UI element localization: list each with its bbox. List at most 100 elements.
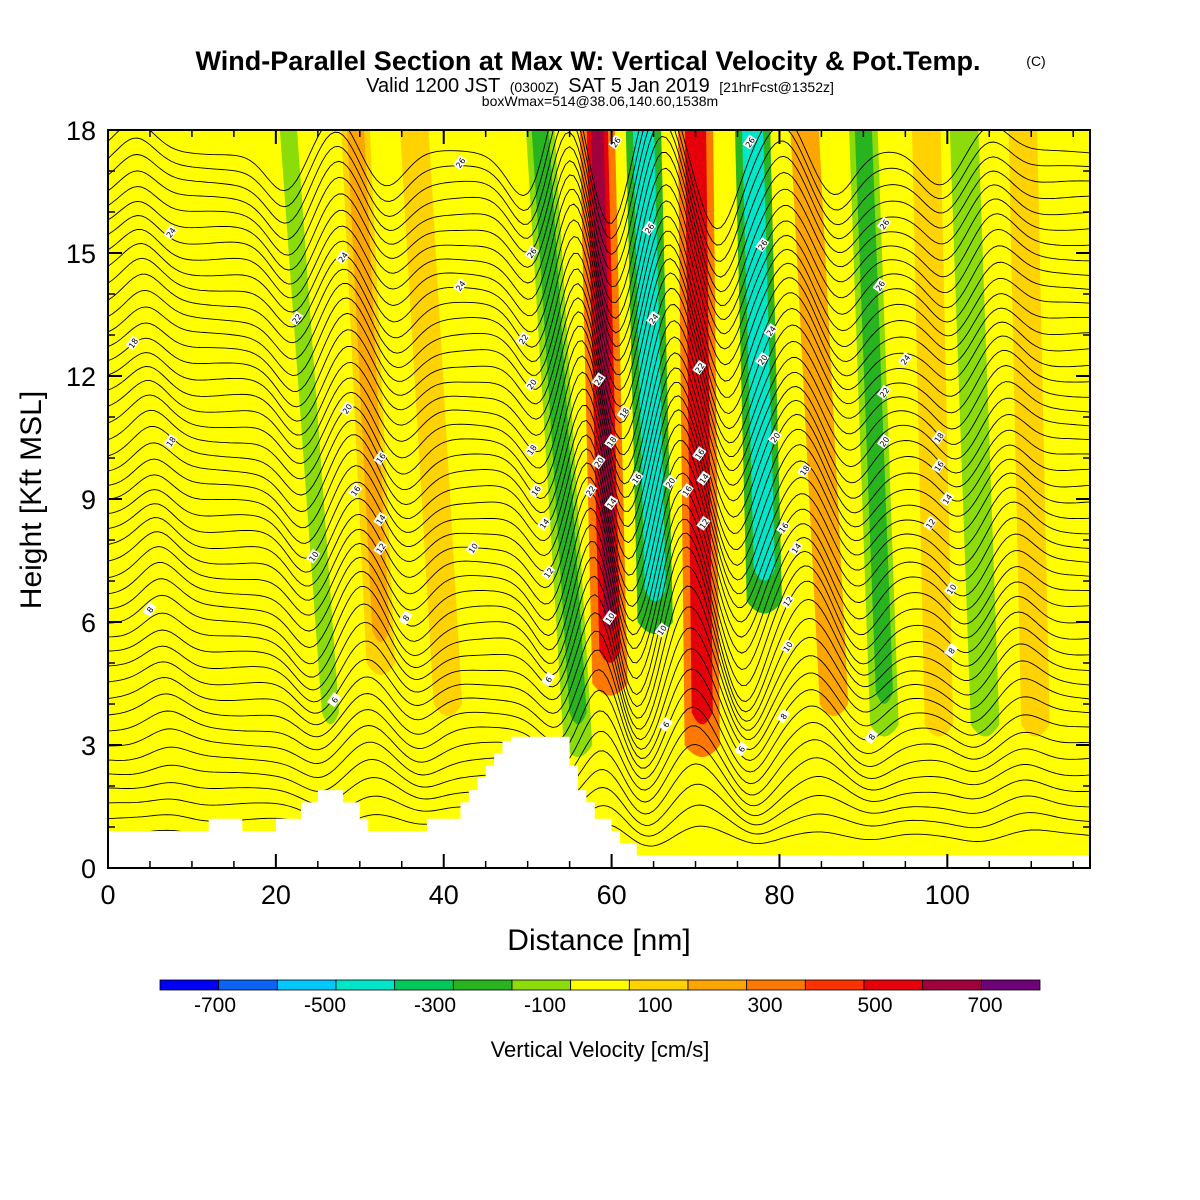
theta-contour — [108, 456, 1090, 608]
theta-contour — [108, 215, 1090, 366]
colorbar: -700 -500 -300 -100 100 300 500 700 — [159, 979, 1041, 1017]
contour-label: 8 — [142, 601, 157, 617]
contour-label-box — [452, 155, 468, 171]
contour-label-box — [788, 540, 803, 556]
contour-label-box — [289, 310, 304, 326]
colorbar-swatch — [570, 979, 630, 991]
x-tick-label: 100 — [925, 880, 970, 910]
colorbar-title: Vertical Velocity [cm/s] — [491, 1037, 710, 1062]
contour-label-box — [163, 224, 178, 240]
contour-label-box — [541, 671, 556, 687]
contour-label-box — [373, 450, 388, 466]
colorbar-swatch — [687, 979, 748, 991]
colorbar-label: -700 — [194, 994, 236, 1017]
contour-label: 8 — [943, 642, 959, 658]
contour-label-box — [604, 495, 619, 511]
contour-label-box — [373, 540, 388, 556]
contour-label-box — [528, 483, 543, 499]
theta-contour — [108, 395, 1090, 551]
contour-label-box — [742, 134, 757, 150]
theta-contour — [108, 258, 1090, 414]
contour-label: 6 — [658, 716, 673, 732]
colorbar-swatch — [159, 979, 220, 991]
theta-contour — [108, 783, 1090, 826]
contour-label-box — [931, 458, 946, 474]
contour-label-box — [306, 548, 321, 564]
colorbar-label: 300 — [747, 994, 782, 1017]
contour-label-box — [943, 581, 959, 597]
theta-contour — [108, 200, 1090, 350]
contour-label-text: 8 — [779, 712, 789, 721]
w-band — [955, 130, 994, 704]
colorbar-swatch — [452, 979, 513, 991]
contour-label-box — [591, 454, 606, 470]
contour-label-box — [692, 360, 707, 376]
chart-info: boxWmax=514@38.06,140.60,1538m — [482, 93, 718, 109]
contour-label-box — [373, 511, 388, 527]
y-tick-label: 18 — [66, 116, 96, 146]
contour-label-box — [465, 540, 480, 556]
contour-label-box — [922, 515, 938, 531]
y-tick-label: 12 — [66, 362, 96, 392]
contour-label: 8 — [776, 708, 791, 724]
subtitle-forecast: [21hrFcst@1352z] — [719, 79, 834, 95]
terrain — [108, 736, 1090, 868]
theta-contour — [108, 546, 1090, 702]
plot-area: 2624242422182018161614121010886626222018… — [108, 130, 1090, 868]
theta-contour — [108, 668, 1090, 761]
contour-label-box — [679, 483, 694, 499]
theta-contour — [108, 367, 1090, 518]
colorbar-swatch — [746, 979, 806, 991]
colorbar-label: 500 — [857, 994, 892, 1017]
theta-contour — [108, 151, 1090, 306]
contour-label-box — [763, 323, 778, 339]
theta-contour — [108, 743, 1090, 807]
contour-label-box — [515, 331, 531, 347]
colorbar-swatch — [394, 979, 454, 991]
contour-label: 6 — [327, 692, 342, 708]
contour-label-box — [755, 237, 770, 253]
contour-label-box — [864, 729, 879, 745]
contour-label-box — [780, 593, 795, 609]
w-band — [854, 130, 893, 704]
theta-contour — [108, 130, 1090, 262]
w-band — [1063, 130, 1090, 860]
y-axis-label: Height [Kft MSL] — [15, 391, 48, 609]
theta-contour — [108, 503, 1090, 654]
contour-label-box — [591, 372, 606, 388]
colorbar-swatch — [276, 979, 337, 991]
contour-label-text: 6 — [544, 675, 554, 684]
w-band — [1008, 130, 1050, 737]
theta-contour — [108, 244, 1090, 398]
chart-subtitle: Valid 1200 JST (0300Z) SAT 5 Jan 2019 [2… — [366, 75, 834, 97]
contour-label-box — [339, 401, 354, 417]
theta-contour — [108, 518, 1090, 670]
contour-label-box — [142, 601, 157, 617]
contour-label-box — [524, 245, 539, 261]
contour-label-box — [452, 278, 468, 294]
theta-contour — [108, 763, 1090, 817]
colorbar-label: 700 — [967, 994, 1002, 1017]
theta-contour — [108, 336, 1090, 486]
contour-label: 6 — [541, 671, 556, 687]
theta-contour — [108, 488, 1090, 638]
contour-label-box — [348, 483, 363, 499]
theta-contour — [108, 804, 1090, 837]
title-mark: (C) — [1026, 53, 1045, 69]
contour-label-box — [943, 642, 959, 658]
x-axis-label: Distance [nm] — [507, 924, 690, 957]
contour-label-box — [641, 220, 657, 236]
colorbar-label: -500 — [304, 994, 346, 1017]
theta-contour — [108, 409, 1090, 566]
colorbar-label: 100 — [637, 994, 672, 1017]
contour-label-box — [163, 433, 178, 449]
contour-label-text: 8 — [867, 732, 877, 741]
theta-contour — [108, 606, 1090, 731]
contour-label-box — [524, 376, 539, 392]
colorbar-swatch — [980, 979, 1041, 991]
subtitle-valid: Valid 1200 JST — [366, 75, 500, 97]
w-band — [796, 130, 843, 684]
theta-contour — [108, 167, 1090, 320]
contour-label-box — [755, 351, 770, 367]
